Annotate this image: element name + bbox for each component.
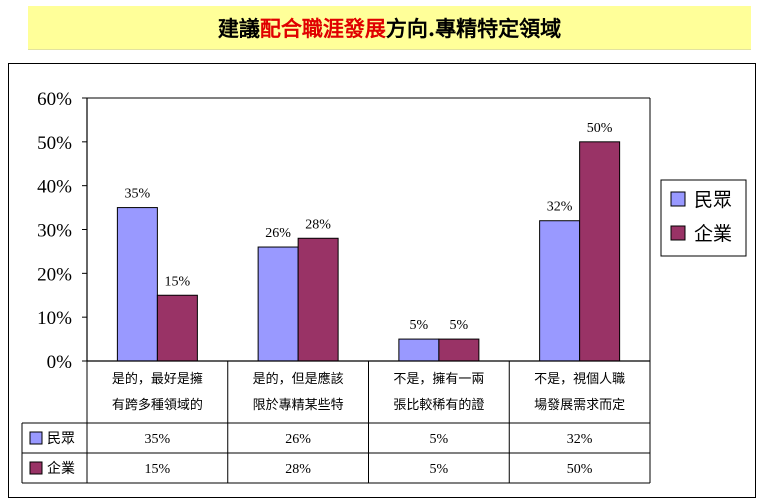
x-tick-label: 限於專精某些特 [253, 397, 344, 413]
x-tick-label: 是的，但是應該 [253, 371, 344, 387]
title-prefix: 建議 [217, 15, 260, 41]
y-tick-label: 30% [37, 221, 72, 242]
legend-label: 企業 [694, 223, 732, 245]
table-value: 5% [430, 432, 449, 447]
table-value: 50% [567, 462, 593, 477]
table-value: 28% [285, 462, 311, 477]
title-highlight: 配合職涯發展 [259, 15, 386, 41]
legend-swatch [670, 225, 686, 241]
data-label: 26% [265, 226, 291, 241]
bar-2 [438, 338, 480, 362]
chart-title: 建議 配合職涯發展 方向.專精特定領域 [28, 6, 751, 50]
x-tick-label: 不是，擁有一兩 [393, 372, 484, 387]
bar-1 [257, 246, 299, 362]
data-label: 35% [125, 187, 151, 202]
data-label: 5% [410, 318, 429, 333]
table-value: 35% [145, 432, 171, 447]
x-tick-label: 場發展需求而定 [534, 398, 625, 413]
legend-swatch [670, 191, 686, 207]
y-tick-label: 40% [37, 177, 72, 198]
y-tick-label: 20% [37, 264, 72, 285]
bar-1 [116, 207, 158, 362]
y-tick-label: 0% [47, 352, 73, 373]
table-legend-key [29, 461, 43, 475]
table-value: 32% [567, 432, 593, 447]
bar-2 [156, 294, 198, 362]
y-tick-label: 60% [37, 89, 72, 110]
table-series-name: 民眾 [47, 431, 75, 447]
table-value: 26% [285, 432, 311, 447]
data-label: 28% [305, 217, 331, 232]
y-tick-label: 50% [37, 133, 72, 154]
x-tick-label: 是的，最好是擁 [112, 371, 203, 387]
y-tick-label: 10% [37, 308, 72, 329]
table-value: 5% [430, 462, 449, 477]
title-suffix: 方向.專精特定領域 [385, 15, 562, 41]
bar-2 [579, 141, 621, 362]
data-label: 32% [547, 200, 573, 215]
x-tick-label: 不是，視個人職 [534, 372, 625, 387]
bar-2 [297, 237, 339, 362]
bar-1 [398, 338, 440, 362]
data-label: 50% [587, 121, 613, 136]
table-value: 15% [145, 462, 171, 477]
data-label: 15% [165, 274, 191, 289]
table-series-name: 企業 [47, 460, 75, 477]
bar-1 [539, 220, 581, 362]
data-label: 5% [450, 318, 469, 333]
x-tick-label: 張比較稀有的證 [393, 397, 484, 413]
x-tick-label: 有跨多種領域的 [112, 397, 203, 413]
legend-label: 民眾 [694, 189, 732, 211]
table-legend-key [29, 431, 43, 445]
